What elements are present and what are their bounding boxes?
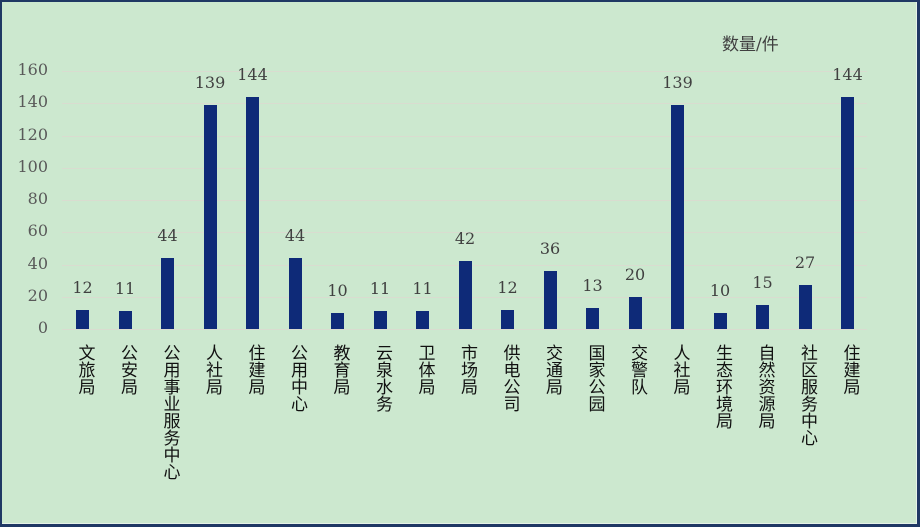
data-label: 36 (539, 238, 561, 258)
bar (373, 311, 387, 329)
bar (628, 296, 642, 329)
y-tick-label: 60 (27, 221, 48, 240)
y-tick-label: 160 (17, 60, 48, 79)
data-label: 144 (832, 64, 863, 84)
data-label: 15 (752, 272, 773, 292)
data-label: 10 (327, 280, 348, 300)
x-category-label: 人社局 (669, 344, 690, 395)
bar (756, 304, 769, 329)
y-tick-label: 0 (37, 318, 48, 337)
x-category-label: 文旅局 (74, 344, 95, 395)
data-label: 13 (582, 276, 603, 296)
gridline (62, 103, 867, 104)
x-category-label: 教育局 (329, 344, 350, 395)
data-label: 27 (794, 253, 816, 273)
x-category-label: 社区服务中心 (797, 344, 817, 446)
bar (416, 311, 429, 329)
data-label: 20 (624, 264, 646, 284)
x-category-label: 人社局 (202, 344, 222, 395)
data-label: 10 (709, 280, 731, 300)
x-category-label: 住建局 (839, 344, 860, 395)
data-label: 11 (114, 279, 136, 299)
bar (543, 270, 557, 329)
x-category-label: 卫体局 (414, 344, 435, 395)
x-category-label: 云泉水务 (372, 344, 392, 412)
x-category-label: 公用事业服务中心 (159, 344, 180, 480)
y-tick-label: 40 (27, 254, 48, 273)
data-label: 11 (369, 279, 391, 299)
y-tick-label: 20 (27, 286, 48, 305)
y-tick-label: 100 (17, 157, 48, 176)
gridline (62, 200, 867, 201)
bar (161, 258, 174, 329)
data-label: 44 (284, 226, 306, 246)
data-label: 44 (157, 226, 178, 246)
gridline (62, 71, 867, 72)
bar (203, 104, 217, 329)
bar (76, 309, 89, 329)
gridline (62, 329, 867, 330)
x-category-label: 国家公园 (584, 344, 605, 412)
data-label: 12 (497, 277, 518, 297)
x-category-label: 住建局 (244, 344, 265, 395)
gridline (62, 168, 867, 169)
data-label: 144 (237, 64, 268, 84)
bar (671, 104, 684, 329)
gridline (62, 232, 867, 233)
x-category-label: 交通局 (542, 344, 562, 395)
x-category-label: 供电公司 (499, 344, 520, 412)
x-category-label: 生态环境局 (712, 344, 732, 429)
data-label: 139 (662, 72, 693, 92)
data-label: 12 (72, 277, 93, 297)
data-label: 42 (454, 229, 476, 249)
bar (586, 308, 599, 329)
bar (841, 96, 854, 329)
gridline (62, 136, 867, 137)
y-tick-label: 80 (27, 189, 48, 208)
data-label: 139 (194, 72, 226, 92)
x-category-label: 市场局 (457, 344, 477, 395)
data-label: 11 (412, 279, 433, 299)
y-tick-label: 140 (17, 92, 48, 111)
x-category-label: 交警队 (627, 344, 647, 395)
bar (288, 258, 302, 329)
y-tick-label: 120 (17, 125, 48, 144)
bar (501, 309, 514, 329)
x-category-label: 自然资源局 (754, 344, 775, 429)
bar (798, 285, 812, 329)
bar (331, 312, 344, 329)
bar (118, 311, 132, 329)
bar (246, 96, 259, 329)
x-category-label: 公用中心 (287, 344, 307, 412)
y-axis-unit-label: 数量/件 (722, 35, 779, 55)
bar (458, 261, 472, 329)
x-category-label: 公安局 (117, 344, 137, 395)
bar (713, 312, 727, 329)
